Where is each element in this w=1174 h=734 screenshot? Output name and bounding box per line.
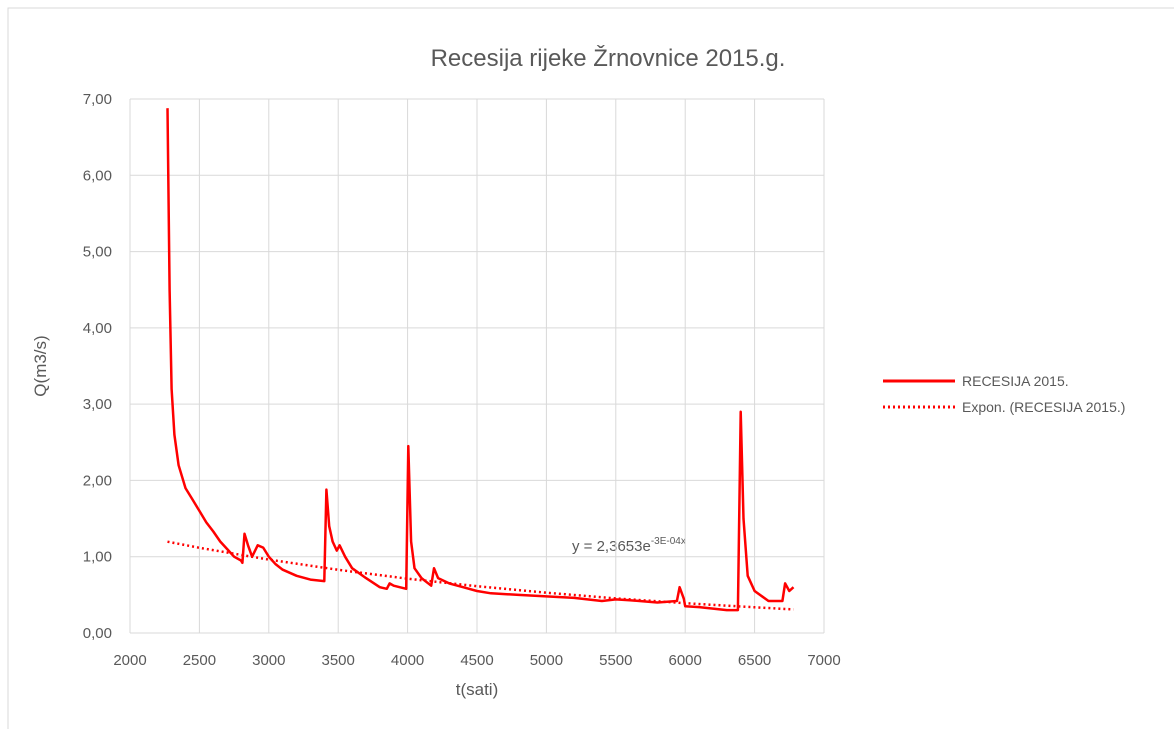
- series-line: [166, 108, 795, 612]
- x-tick-label: 6500: [738, 652, 771, 669]
- y-tick-label: 0,00: [83, 625, 112, 642]
- equation: y = 2,3653e-3E-04x: [572, 536, 686, 555]
- y-tick-label: 7,00: [83, 91, 112, 108]
- x-tick-label: 5000: [530, 652, 563, 669]
- y-tick-label: 1,00: [83, 549, 112, 566]
- y-tick-label: 5,00: [83, 244, 112, 261]
- legend-label: RECESIJA 2015.: [962, 373, 1069, 389]
- legend-label: Expon. (RECESIJA 2015.): [962, 399, 1125, 415]
- y-tick-label: 2,00: [83, 472, 112, 489]
- equation-exponent: -3E-04x: [651, 536, 686, 547]
- x-tick-label: 7000: [807, 652, 840, 669]
- equation-base: y = 2,3653e: [572, 538, 651, 555]
- x-tick-label: 2500: [183, 652, 216, 669]
- y-tick-label: 3,00: [83, 396, 112, 413]
- x-tick-label: 4000: [391, 652, 424, 669]
- x-tick-label: 3000: [252, 652, 285, 669]
- x-axis-label: t(sati): [456, 680, 499, 699]
- y-axis-label: Q(m3/s): [31, 335, 50, 396]
- x-tick-label: 4500: [460, 652, 493, 669]
- chart-frame: [7, 7, 1174, 734]
- chart-title: Recesija rijeke Žrnovnice 2015.g.: [431, 45, 786, 72]
- x-tick-label: 3500: [322, 652, 355, 669]
- x-tick-label: 2000: [113, 652, 146, 669]
- x-tick-label: 6000: [669, 652, 702, 669]
- y-tick-label: 6,00: [83, 167, 112, 184]
- y-tick-label: 4,00: [83, 320, 112, 337]
- x-tick-label: 5500: [599, 652, 632, 669]
